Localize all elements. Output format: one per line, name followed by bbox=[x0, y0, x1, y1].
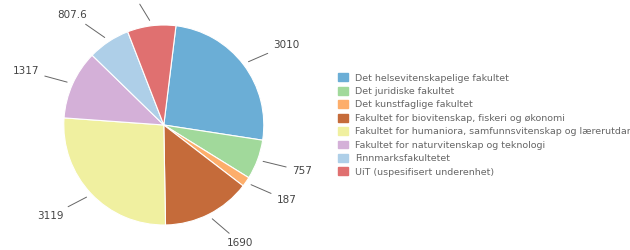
Wedge shape bbox=[164, 125, 263, 178]
Text: 3010: 3010 bbox=[248, 40, 299, 62]
Wedge shape bbox=[64, 118, 166, 225]
Text: 1690: 1690 bbox=[212, 219, 253, 248]
Wedge shape bbox=[64, 55, 164, 125]
Text: 807.6: 807.6 bbox=[57, 10, 105, 38]
Wedge shape bbox=[164, 125, 249, 186]
Text: 187: 187 bbox=[251, 185, 296, 205]
Wedge shape bbox=[164, 26, 264, 140]
Text: 757: 757 bbox=[263, 161, 311, 176]
Text: 924: 924 bbox=[123, 0, 150, 20]
Text: 3119: 3119 bbox=[37, 197, 86, 221]
Wedge shape bbox=[92, 32, 164, 125]
Legend: Det helsevitenskapelige fakultet, Det juridiske fakultet, Det kunstfaglige fakul: Det helsevitenskapelige fakultet, Det ju… bbox=[335, 70, 630, 180]
Wedge shape bbox=[128, 25, 176, 125]
Text: 1317: 1317 bbox=[13, 66, 67, 82]
Wedge shape bbox=[164, 125, 243, 225]
